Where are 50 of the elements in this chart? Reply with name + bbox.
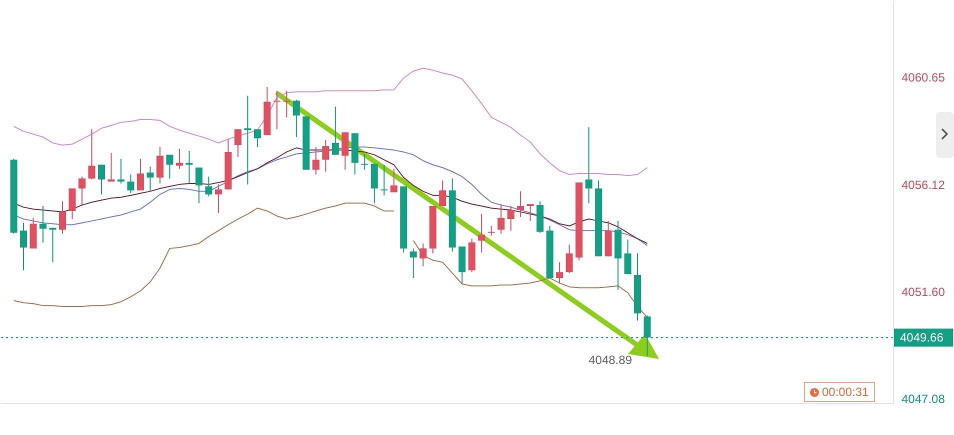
y-tick-label: 4051.60 [902, 285, 946, 300]
candlestick [214, 184, 222, 214]
candlestick [322, 140, 330, 172]
candlestick [624, 239, 632, 275]
candlestick [361, 153, 368, 170]
candlestick [254, 128, 261, 148]
ref-line-label: 4049.66 [900, 330, 944, 345]
candlestick [68, 188, 76, 220]
text: 00:00:31 [822, 385, 869, 399]
candlestick [205, 176, 212, 197]
candlestick [390, 168, 398, 193]
candlestick [40, 206, 47, 244]
candlestick [117, 158, 124, 184]
annotation: 4048.89 [588, 353, 632, 367]
candlestick [78, 176, 86, 207]
candlestick [98, 164, 105, 195]
candlestick [186, 150, 193, 184]
candlestick [292, 99, 300, 138]
candlestick [136, 158, 144, 191]
candlestick [332, 106, 339, 156]
candlestick [244, 95, 252, 185]
candlestick [312, 146, 320, 175]
candlestick [88, 128, 96, 180]
candlestick [478, 214, 486, 253]
y-tick-label: 4047.08 [902, 392, 946, 406]
line-series [13, 68, 648, 176]
candlestick [156, 146, 164, 184]
candlestick [234, 128, 242, 158]
candlestick [108, 152, 115, 182]
candlestick [166, 154, 174, 180]
candlestick [585, 126, 592, 204]
candlestick [342, 132, 349, 170]
candlestick [507, 206, 514, 232]
y-tick-label: 4056.12 [902, 178, 946, 192]
candlestick [20, 222, 28, 271]
candlestick [566, 244, 573, 274]
candlestick [517, 190, 524, 218]
y-tick-label: 4060.65 [902, 70, 946, 85]
candlestick [488, 225, 495, 236]
candlestick [59, 200, 66, 234]
candlestick [380, 164, 388, 196]
candlestick [410, 248, 417, 279]
candlestick [526, 204, 534, 222]
candlestick [127, 174, 134, 194]
candlestick [420, 242, 427, 267]
candlestick [195, 167, 202, 204]
candlestick [146, 166, 154, 192]
candlestick [556, 262, 564, 284]
candlestick [439, 180, 446, 207]
candlestick [498, 204, 505, 234]
